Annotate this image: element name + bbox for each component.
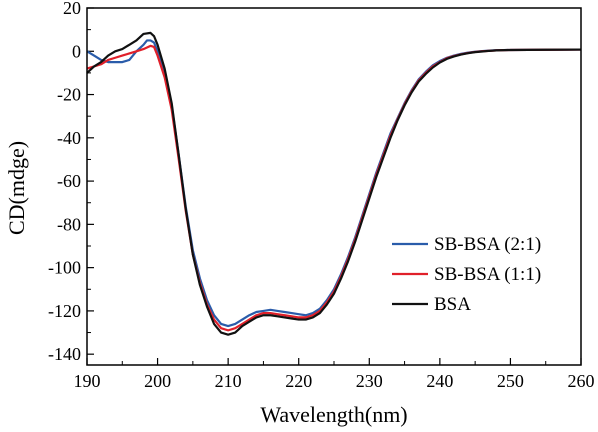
x-tick-label: 240 [426, 371, 453, 391]
legend: SB-BSA (2:1) SB-BSA (1:1) BSA [392, 234, 541, 315]
y-tick-label: -40 [57, 128, 81, 148]
y-tick-label: 0 [72, 41, 81, 61]
x-tick-label: 250 [497, 371, 524, 391]
y-tick-labels: 20 0 -20 -40 -60 -80 -100 -120 -140 [48, 0, 81, 364]
y-tick-label: 20 [63, 0, 81, 18]
x-tick-label: 260 [568, 371, 595, 391]
x-tick-labels: 190 200 210 220 230 240 250 260 [74, 371, 595, 391]
y-axis-title: CD(mdge) [4, 141, 29, 235]
legend-label: SB-BSA (2:1) [434, 234, 541, 255]
x-tick-label: 190 [74, 371, 101, 391]
legend-label: BSA [434, 294, 471, 315]
x-axis-title: Wavelength(nm) [260, 402, 407, 427]
x-tick-label: 230 [356, 371, 383, 391]
series-lines [86, 31, 582, 336]
y-tick-label: -140 [48, 344, 81, 364]
y-tick-label: -60 [57, 171, 81, 191]
x-tick-label: 220 [285, 371, 312, 391]
plot-frame [86, 7, 582, 366]
y-tick-label: -20 [57, 85, 81, 105]
series-line-2 [86, 31, 582, 336]
x-tick-label: 210 [215, 371, 242, 391]
y-tick-label: -100 [48, 258, 81, 278]
legend-label: SB-BSA (1:1) [434, 264, 541, 285]
y-tick-label: -80 [57, 214, 81, 234]
x-tick-label: 200 [144, 371, 171, 391]
y-tick-label: -120 [48, 301, 81, 321]
